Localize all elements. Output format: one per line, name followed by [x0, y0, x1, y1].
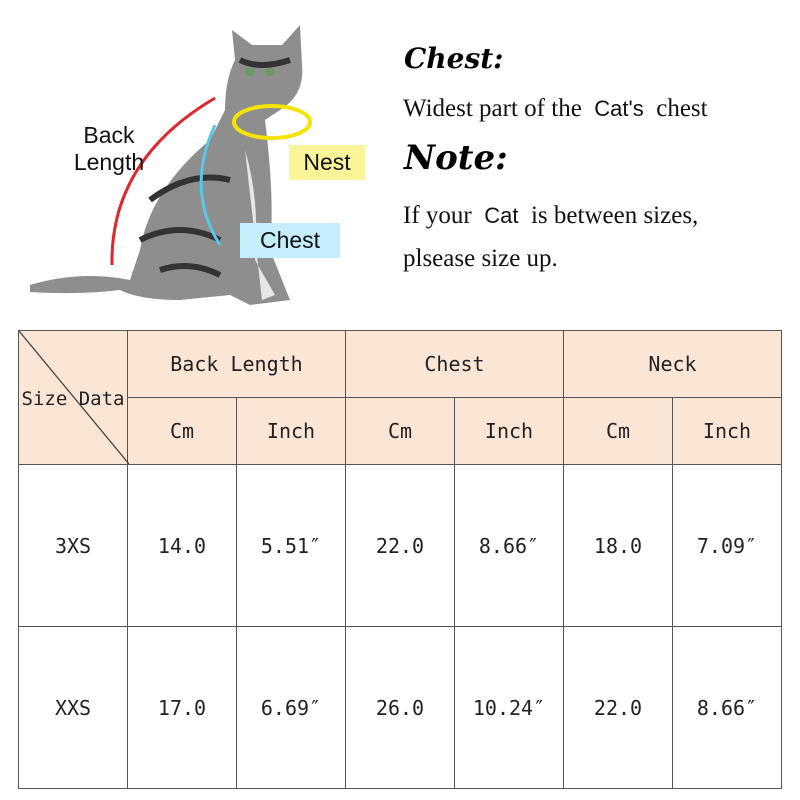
back-length-line: [110, 96, 216, 266]
size-cell: XXS: [18, 626, 128, 789]
header-back-length: Back Length: [127, 330, 346, 398]
text: Cat: [484, 203, 519, 228]
corner-cell: Size Data: [18, 330, 129, 465]
note-text: If your Cat is between sizes,: [403, 202, 698, 230]
header-chest: Chest: [345, 330, 564, 398]
neck-line: [232, 104, 312, 140]
header-neck: Neck: [563, 330, 782, 398]
unit-header: Inch: [236, 397, 346, 465]
size-table: Size Data Back Length Chest Neck Cm Inch…: [18, 330, 782, 789]
neck-label: Nest: [289, 145, 365, 180]
unit-header: Cm: [563, 397, 673, 465]
value-cell: 22.0: [345, 464, 455, 627]
size-cell: 3XS: [18, 464, 128, 627]
chest-description: Widest part of the Cat's chest: [403, 95, 708, 123]
diagonal-line: [19, 331, 129, 464]
table-row: 3XS 14.0 5.51″ 22.0 8.66″ 18.0 7.09″: [18, 464, 782, 627]
text: Cat's: [594, 96, 644, 121]
value-cell: 8.66″: [672, 626, 782, 789]
text: Widest part of the: [403, 95, 582, 122]
text: chest: [656, 95, 708, 122]
chest-heading: Chest:: [404, 42, 504, 75]
text: is between sizes,: [530, 202, 699, 229]
corner-label: Size Data: [21, 387, 125, 410]
value-cell: 17.0: [127, 626, 237, 789]
note-text-line-2: plsease size up.: [403, 245, 558, 272]
value-cell: 8.66″: [454, 464, 564, 627]
chest-line: [199, 124, 222, 246]
cat-image: [30, 25, 303, 305]
text: If your: [403, 202, 472, 229]
value-cell: 5.51″: [236, 464, 346, 627]
value-cell: 6.69″: [236, 626, 346, 789]
back-length-label: Back Length: [73, 122, 145, 175]
value-cell: 22.0: [563, 626, 673, 789]
note-heading: Note:: [404, 138, 508, 178]
table-row: XXS 17.0 6.69″ 26.0 10.24″ 22.0 8.66″: [18, 626, 782, 789]
unit-header: Cm: [345, 397, 455, 465]
value-cell: 14.0: [127, 464, 237, 627]
value-cell: 26.0: [345, 626, 455, 789]
value-cell: 7.09″: [672, 464, 782, 627]
unit-header: Inch: [672, 397, 782, 465]
cat-illustration: [30, 25, 312, 305]
unit-header: Inch: [454, 397, 564, 465]
value-cell: 18.0: [563, 464, 673, 627]
chest-label: Chest: [240, 223, 340, 258]
value-cell: 10.24″: [454, 626, 564, 789]
unit-header: Cm: [127, 397, 237, 465]
